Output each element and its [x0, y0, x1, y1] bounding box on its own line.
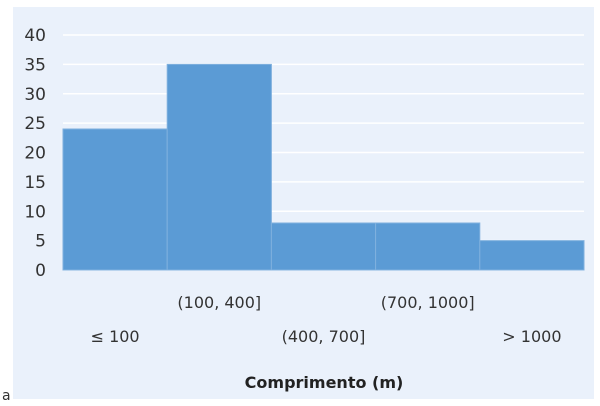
y-tick-label: 15	[24, 173, 46, 193]
chart-panel: 0 5 10 15 20 25 30 35 40 ≤ 100 (100, 400] (400, 70…	[13, 7, 594, 399]
x-axis-title: Comprimento (m)	[245, 373, 404, 392]
category-label: > 1000	[502, 327, 561, 346]
y-tick-label: 20	[24, 144, 46, 164]
y-tick-label: 30	[24, 85, 46, 105]
y-tick-labels: 0 5 10 15 20 25 30 35 40	[24, 26, 46, 281]
y-tick-label: 0	[35, 261, 46, 281]
bar	[270, 222, 377, 271]
bar	[375, 222, 481, 271]
y-tick-label: 5	[35, 232, 46, 252]
y-tick-label: 25	[24, 114, 46, 134]
bar	[62, 128, 168, 271]
category-labels: ≤ 100 (100, 400] (400, 700] (700, 1000] > 10…	[91, 293, 562, 346]
bar	[166, 63, 272, 271]
category-label: (400, 700]	[282, 327, 366, 346]
histogram-chart: 0 5 10 15 20 25 30 35 40 ≤ 100 (100, 400] (400, 70…	[24, 26, 585, 392]
bars	[62, 63, 585, 271]
bar	[479, 240, 585, 271]
panel-label: a	[2, 388, 11, 404]
category-label: ≤ 100	[91, 327, 140, 346]
y-tick-label: 35	[24, 55, 46, 75]
y-tick-label: 40	[24, 26, 46, 46]
category-label: (700, 1000]	[381, 293, 475, 312]
category-label: (100, 400]	[177, 293, 261, 312]
y-tick-label: 10	[24, 202, 46, 222]
